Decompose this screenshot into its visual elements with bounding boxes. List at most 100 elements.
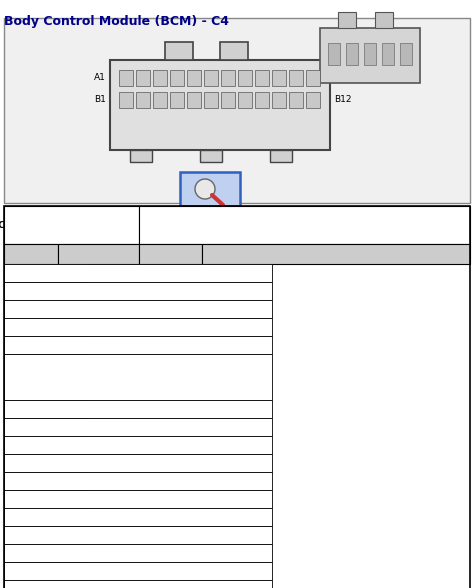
Text: YEL: YEL [36,286,53,296]
Bar [270,150,292,162]
Text: A5: A5 [25,340,37,349]
Text: WHT: WHT [34,305,56,313]
Bar [4,300,272,318]
Bar [338,12,356,28]
Bar [382,43,394,65]
Circle shape [195,179,215,199]
Bar [119,70,134,86]
Text: --: -- [41,405,48,413]
Bar [202,244,470,264]
Bar [4,354,85,400]
Bar [154,92,167,108]
Bar [255,92,270,108]
Text: LT BLU: LT BLU [29,423,60,432]
Bar [119,92,134,108]
Bar [364,43,376,65]
Text: B3: B3 [25,513,37,522]
Text: 103: 103 [27,476,45,486]
Bar [4,526,85,544]
Bar [4,472,67,490]
Bar [4,508,85,526]
Bar [4,300,85,318]
Bar [4,264,272,282]
Bar [4,418,85,436]
Bar [4,508,57,526]
Bar [221,92,236,108]
Text: Key In Ignition Switch Signal: Key In Ignition Switch Signal [8,269,142,278]
Bar [307,92,320,108]
Text: A4: A4 [25,322,37,332]
Text: Not Used: Not Used [8,459,51,467]
Bar [4,282,57,300]
Text: LT GRN: LT GRN [28,269,62,278]
Bar [273,92,286,108]
Text: --: -- [32,495,39,503]
Text: Accessory Voltage: Accessory Voltage [8,513,95,522]
Bar [171,70,184,86]
Bar [4,580,57,588]
Bar [4,264,57,282]
Bar [4,490,85,508]
Bar [4,336,57,354]
Bar [320,28,420,83]
Bar [4,490,67,508]
Bar [4,18,470,203]
Bar [238,70,253,86]
Text: A12: A12 [334,74,352,82]
Text: A3: A3 [25,305,37,313]
Bar [4,318,57,336]
Text: --: -- [32,459,39,467]
Bar [4,418,57,436]
Bar [4,562,272,580]
Text: 1524: 1524 [23,440,47,449]
Bar [4,454,57,472]
Bar [290,70,303,86]
Bar [4,454,67,472]
Bar [4,400,85,418]
Bar [130,150,152,162]
Bar [4,436,85,454]
Bar [4,300,57,318]
Text: B1-B2: B1-B2 [17,495,45,503]
Bar [188,70,201,86]
Bar [328,43,340,65]
Bar [4,580,85,588]
Text: B12: B12 [334,95,352,105]
Text: Headlamp Switch Headlamps On Signal: Headlamp Switch Headlamps On Signal [8,476,196,486]
Text: B4-B5: B4-B5 [17,530,45,540]
Bar [4,526,67,544]
Text: 279: 279 [27,566,45,576]
Bar [4,264,85,282]
Text: B8: B8 [25,584,37,588]
Bar [4,318,67,336]
Bar [4,454,85,472]
Text: 307: 307 [27,286,45,296]
Bar [400,43,412,65]
Text: 43: 43 [29,513,42,522]
Text: DK BLU/
WHT: DK BLU/ WHT [26,368,64,387]
Bar [4,562,57,580]
Text: A2: A2 [25,286,37,296]
Bar [4,206,470,588]
Bar [4,400,272,418]
Text: A6: A6 [25,373,37,382]
Text: --: -- [32,405,39,413]
Text: Pin: Pin [21,249,40,259]
Bar [4,354,67,400]
Text: Circuit No.: Circuit No. [139,249,202,259]
Text: 530: 530 [27,305,45,313]
Text: Wire Color: Wire Color [67,249,129,259]
Bar [4,490,272,508]
Bar [4,472,85,490]
Bar [4,544,85,562]
Text: Ambient Light Sensor Low Reference: Ambient Light Sensor Low Reference [8,566,183,576]
Bar [4,418,67,436]
Bar [4,206,139,244]
Text: A12: A12 [21,476,40,486]
Bar [180,172,240,206]
Bar [4,490,57,508]
Text: 2226: 2226 [23,549,47,557]
Text: --: -- [41,584,48,588]
Bar [4,418,272,436]
Bar [4,400,57,418]
